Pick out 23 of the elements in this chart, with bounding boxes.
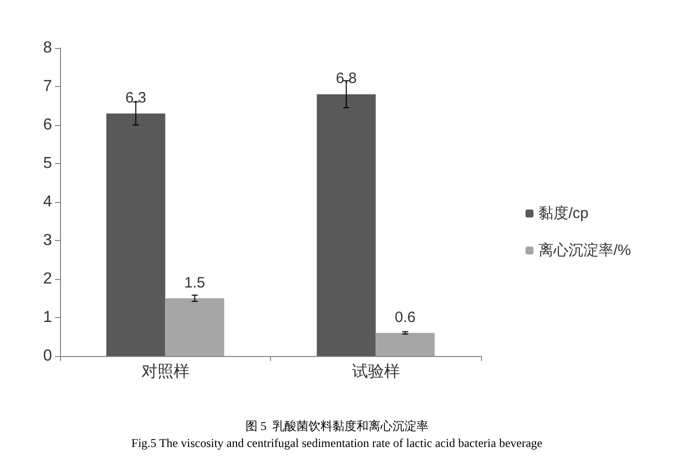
y-tick-label: 7 [43,78,52,95]
legend-label: 黏度/cp [538,205,589,222]
bar [106,113,166,356]
y-tick-label: 4 [43,194,52,210]
bar [316,94,376,356]
x-tick-label: 对照样 [141,362,190,380]
x-tick-label: 试验样 [352,362,400,380]
y-tick-label: 6 [43,116,52,134]
caption: 图 5 乳酸菌饮料黏度和离心沉淀率 [246,419,428,433]
bar [165,298,224,356]
data-label: 6.3 [125,89,146,106]
y-tick-label: 5 [43,155,52,172]
y-tick-label: 8 [43,40,52,56]
y-tick-label: 0 [43,348,52,364]
y-tick-label: 3 [43,232,52,249]
y-tick-label: 2 [43,270,52,288]
legend-label: 离心沉淀率/% [538,242,632,259]
data-label: 6.8 [336,70,357,88]
data-label: 0.6 [394,308,416,326]
y-tick-label: 1 [43,309,52,326]
caption: Fig.5 The viscosity and centrifugal sedimentation rate of lactic acid bacteria beverage [131,436,542,450]
bar [376,332,435,356]
data-label: 1.5 [184,274,206,292]
